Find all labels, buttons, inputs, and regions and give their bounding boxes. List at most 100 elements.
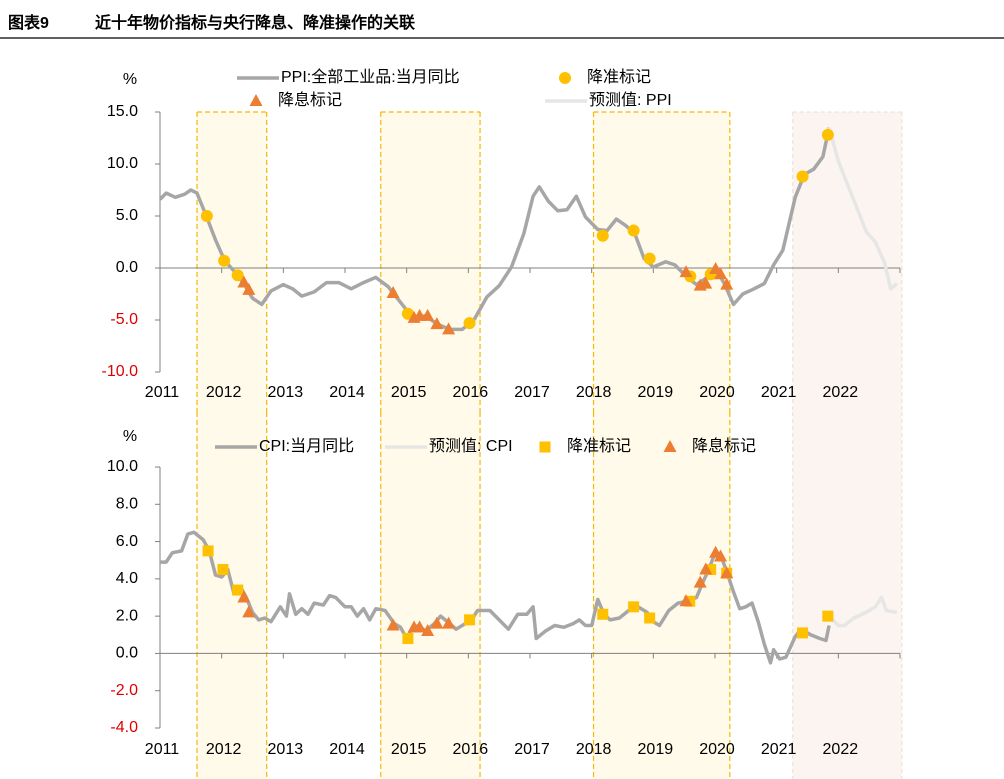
y-tick-label: -4.0	[110, 719, 138, 736]
data-point	[720, 566, 734, 579]
x-tick-label: 2014	[329, 741, 365, 758]
highlight-region	[197, 412, 267, 779]
data-point	[720, 277, 734, 290]
y-tick-label: -2.0	[110, 682, 138, 699]
data-point	[442, 322, 456, 335]
data-point	[714, 267, 728, 280]
x-tick-label: 2012	[206, 741, 242, 758]
y-tick-label: 2.0	[116, 607, 138, 624]
x-tick-label: 2018	[576, 741, 612, 758]
data-point	[237, 590, 251, 603]
y-tick-label: 4.0	[116, 570, 138, 587]
data-point	[421, 308, 435, 321]
data-point	[430, 616, 444, 629]
data-point	[237, 275, 251, 288]
data-line	[827, 595, 898, 628]
y-tick-label: -10.0	[102, 363, 139, 380]
figure-number: 图表9	[8, 13, 49, 32]
data-point	[386, 285, 400, 298]
y-tick-label: 0.0	[116, 645, 138, 662]
x-tick-label: 2018	[576, 384, 612, 401]
y-tick-label: 10.0	[107, 155, 138, 172]
y-axis-unit: %	[123, 428, 137, 445]
data-point	[699, 276, 713, 289]
data-line	[827, 127, 899, 291]
data-point	[231, 269, 244, 282]
x-tick-label: 2021	[761, 384, 797, 401]
data-point	[430, 317, 444, 330]
data-point	[821, 128, 834, 141]
data-point	[597, 608, 609, 620]
x-tick-label: 2020	[699, 384, 735, 401]
x-tick-label: 2021	[761, 741, 797, 758]
y-tick-label: 0.0	[116, 259, 138, 276]
legend-swatch	[663, 440, 677, 452]
legend-label: 降准标记	[587, 68, 651, 86]
x-tick-label: 2012	[206, 384, 242, 401]
legend-label: 降息标记	[278, 91, 342, 109]
x-tick-label: 2015	[391, 741, 427, 758]
highlight-region	[380, 112, 481, 412]
data-point	[693, 575, 707, 588]
data-point	[200, 210, 213, 222]
x-tick-label: 2015	[391, 384, 427, 401]
legend-swatch	[249, 94, 263, 106]
legend-swatch	[539, 441, 551, 453]
data-point	[232, 584, 244, 596]
x-tick-label: 2017	[514, 741, 550, 758]
data-point	[714, 549, 728, 562]
x-tick-label: 2019	[638, 741, 674, 758]
x-tick-label: 2011	[145, 741, 180, 758]
y-tick-label: 15.0	[107, 103, 138, 120]
data-point	[628, 601, 640, 613]
legend-label: 降息标记	[692, 437, 756, 455]
data-point	[421, 624, 435, 637]
y-tick-label: 10.0	[107, 458, 138, 475]
figure-title: 近十年物价指标与央行降息、降准操作的关联	[95, 13, 415, 32]
highlight-region	[197, 112, 267, 412]
data-point	[202, 545, 214, 557]
data-point	[463, 317, 476, 330]
x-tick-label: 2011	[145, 384, 180, 401]
data-point	[386, 618, 400, 631]
x-tick-label: 2013	[268, 741, 304, 758]
x-tick-label: 2013	[268, 384, 304, 401]
data-point	[218, 254, 231, 267]
data-point	[797, 627, 809, 639]
x-tick-label: 2022	[823, 741, 859, 758]
highlight-region	[593, 412, 730, 779]
x-tick-label: 2016	[453, 741, 489, 758]
y-tick-label: 6.0	[116, 533, 138, 550]
data-point	[643, 252, 656, 265]
x-tick-label: 2016	[453, 384, 489, 401]
y-tick-label: 8.0	[116, 496, 138, 513]
forecast-region	[792, 412, 902, 779]
data-point	[627, 224, 640, 237]
legend-label: PPI:全部工业品:当月同比	[281, 68, 460, 86]
data-point	[242, 282, 256, 295]
y-tick-label: -5.0	[110, 311, 138, 328]
y-axis-unit: %	[123, 71, 137, 88]
data-point	[464, 614, 476, 626]
data-point	[796, 170, 809, 183]
data-point	[442, 616, 456, 629]
x-tick-label: 2019	[638, 384, 674, 401]
x-tick-label: 2020	[699, 741, 735, 758]
y-tick-label: 5.0	[116, 207, 138, 224]
x-tick-label: 2017	[514, 384, 550, 401]
highlight-region	[380, 412, 481, 779]
data-point	[402, 633, 414, 645]
data-point	[679, 594, 693, 607]
data-point	[596, 229, 609, 242]
x-tick-label: 2014	[329, 384, 365, 401]
data-point	[413, 620, 427, 633]
data-point	[242, 605, 256, 618]
data-point	[822, 610, 834, 622]
legend-label: 降准标记	[567, 437, 631, 455]
legend-label: 预测值: PPI	[589, 91, 672, 109]
data-point	[217, 564, 229, 576]
data-point	[699, 562, 713, 575]
data-point	[679, 265, 693, 278]
